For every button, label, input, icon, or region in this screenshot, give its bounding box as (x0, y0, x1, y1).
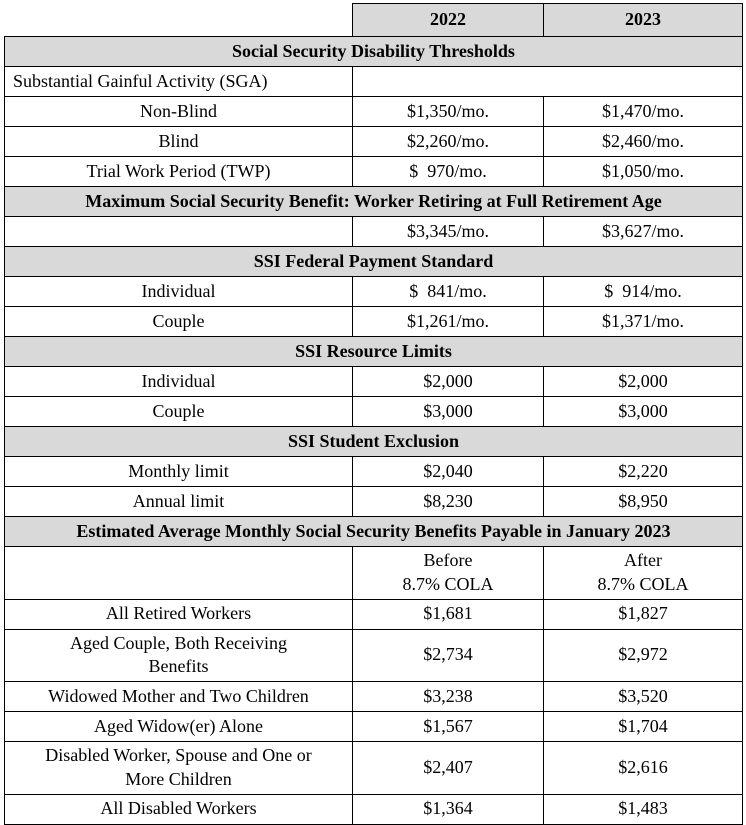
value-col-2022: $2,000 (352, 366, 544, 397)
row-label (4, 546, 353, 600)
table-row-blind: Blind $2,260/mo. $2,460/mo. (4, 126, 743, 157)
table-row-monthly-limit: Monthly limit $2,040 $2,220 (4, 456, 743, 487)
value-col-2022: $3,238 (352, 681, 544, 712)
value-col-2023: $1,371/mo. (543, 306, 743, 337)
table-row-estimated-average-monthly-social-security-: Before 8.7% COLA After 8.7% COLA (4, 546, 743, 600)
value-col-2023: $8,950 (543, 486, 743, 517)
value-col-2023: $2,000 (543, 366, 743, 397)
value-col-2023: $1,704 (543, 711, 743, 742)
table-row-disabled-worker-spouse-and-one-or-more-chi: Disabled Worker, Spouse and One or More … (4, 741, 743, 795)
value-col-2023: $3,000 (543, 396, 743, 427)
row-label: Trial Work Period (TWP) (4, 156, 353, 187)
value-col-2023: $2,972 (543, 628, 743, 682)
section-header: Social Security Disability Thresholds (4, 36, 743, 67)
year-header-2023: 2023 (543, 3, 743, 37)
value-col-2022: $1,681 (352, 598, 544, 630)
row-label: Disabled Worker, Spouse and One or More … (4, 741, 353, 795)
value-col-2022: $1,567 (352, 711, 544, 742)
table-row-individual: Individual $ 841/mo. $ 914/mo. (4, 276, 743, 307)
row-label: Couple (4, 306, 353, 337)
value-col-2023: $1,470/mo. (543, 96, 743, 127)
section-row-ssi-student-exclusion: SSI Student Exclusion (4, 426, 743, 457)
value-col-2023: $1,827 (543, 598, 743, 630)
row-label: Blind (4, 126, 353, 157)
year-header-2022: 2022 (352, 3, 544, 37)
empty-merged-cell (352, 66, 743, 97)
row-label: All Retired Workers (4, 598, 353, 630)
row-label: Substantial Gainful Activity (SGA) (4, 66, 353, 97)
row-label: Couple (4, 396, 353, 427)
table-row-all-disabled-workers: All Disabled Workers $1,364 $1,483 (4, 793, 743, 825)
section-header: SSI Federal Payment Standard (4, 246, 743, 277)
row-label: Aged Couple, Both Receiving Benefits (4, 628, 353, 682)
row-label: All Disabled Workers (4, 793, 353, 825)
table-row-couple: Couple $1,261/mo. $1,371/mo. (4, 306, 743, 337)
value-col-2022: $1,350/mo. (352, 96, 544, 127)
section-row-estimated-average-monthly-social-security-: Estimated Average Monthly Social Securit… (4, 516, 743, 547)
section-header: SSI Student Exclusion (4, 426, 743, 457)
value-col-2023: $2,460/mo. (543, 126, 743, 157)
section-row-ssi-federal-payment-standard: SSI Federal Payment Standard (4, 246, 743, 277)
value-col-2023: $ 914/mo. (543, 276, 743, 307)
value-col-2022: $2,407 (352, 741, 544, 795)
value-col-2023: $3,627/mo. (543, 216, 743, 247)
section-row-maximum-social-security-benefit-worker-ret: Maximum Social Security Benefit: Worker … (4, 186, 743, 217)
row-label: Widowed Mother and Two Children (4, 681, 353, 712)
table-row-maximum-social-security-benefit-worker-ret: $3,345/mo. $3,627/mo. (4, 216, 743, 247)
value-col-2022: $2,260/mo. (352, 126, 544, 157)
row-label (4, 216, 353, 247)
section-header: Maximum Social Security Benefit: Worker … (4, 186, 743, 217)
row-label: Monthly limit (4, 456, 353, 487)
section-header: SSI Resource Limits (4, 336, 743, 367)
benefits-table: 2022 2023 Social Security Disability Thr… (4, 3, 743, 825)
value-col-2022: $2,734 (352, 628, 544, 682)
value-col-2022: $3,000 (352, 396, 544, 427)
table-row-substantial-gainful-activity-sga: Substantial Gainful Activity (SGA) (4, 66, 743, 97)
value-col-2022: $2,040 (352, 456, 544, 487)
section-header: Estimated Average Monthly Social Securit… (4, 516, 743, 547)
table-row-aged-widow-er-alone: Aged Widow(er) Alone $1,567 $1,704 (4, 711, 743, 742)
row-label: Individual (4, 366, 353, 397)
empty-corner-cell (4, 3, 353, 37)
value-col-2022: $ 841/mo. (352, 276, 544, 307)
value-col-2022: $ 970/mo. (352, 156, 544, 187)
row-label: Annual limit (4, 486, 353, 517)
value-col-2022: $8,230 (352, 486, 544, 517)
section-row-ssi-resource-limits: SSI Resource Limits (4, 336, 743, 367)
value-col-2022: $1,364 (352, 793, 544, 825)
year-header-row: 2022 2023 (4, 3, 743, 37)
table-row-individual: Individual $2,000 $2,000 (4, 366, 743, 397)
value-col-2022: $3,345/mo. (352, 216, 544, 247)
table-row-trial-work-period-twp: Trial Work Period (TWP) $ 970/mo. $1,050/m… (4, 156, 743, 187)
value-col-2022: $1,261/mo. (352, 306, 544, 337)
value-col-2023: $2,220 (543, 456, 743, 487)
value-col-2023: After 8.7% COLA (543, 546, 743, 600)
row-label: Individual (4, 276, 353, 307)
section-row-social-security-disability-thresholds: Social Security Disability Thresholds (4, 36, 743, 67)
value-col-2023: $2,616 (543, 741, 743, 795)
row-label: Aged Widow(er) Alone (4, 711, 353, 742)
value-col-2023: $1,050/mo. (543, 156, 743, 187)
value-col-2023: $1,483 (543, 793, 743, 825)
table-row-annual-limit: Annual limit $8,230 $8,950 (4, 486, 743, 517)
table-row-widowed-mother-and-two-children: Widowed Mother and Two Children $3,238 $3,… (4, 681, 743, 712)
table-row-all-retired-workers: All Retired Workers $1,681 $1,827 (4, 598, 743, 630)
table-row-non-blind: Non-Blind $1,350/mo. $1,470/mo. (4, 96, 743, 127)
table-row-couple: Couple $3,000 $3,000 (4, 396, 743, 427)
table-row-aged-couple-both-receiving-benefits: Aged Couple, Both Receiving Benefits $2,7… (4, 628, 743, 682)
row-label: Non-Blind (4, 96, 353, 127)
value-col-2022: Before 8.7% COLA (352, 546, 544, 600)
value-col-2023: $3,520 (543, 681, 743, 712)
